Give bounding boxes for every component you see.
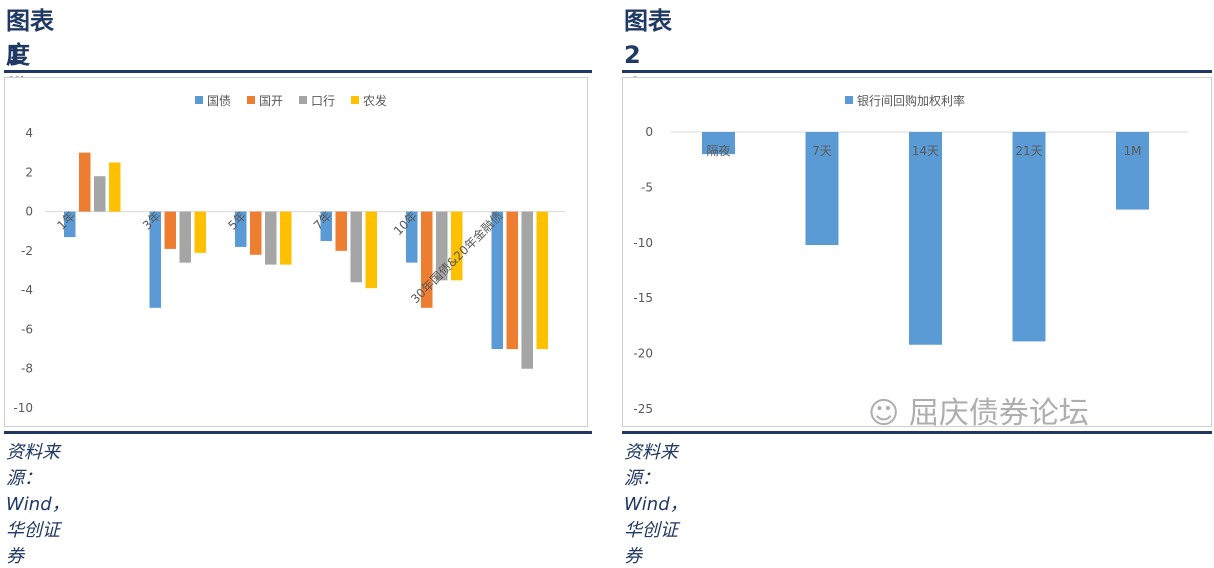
y-tick-label: -20 (633, 347, 653, 361)
legend-swatch (351, 96, 359, 104)
bar (491, 211, 503, 350)
bar (265, 211, 277, 265)
legend-label: 银行间回购加权利率 (857, 93, 965, 108)
left-chart-box: 国债 国开 口行 农发 4 2 0 -2 -4 -6 -8 -10 1年 3年 5年 7年 10年 30年国债&2… (4, 77, 588, 427)
bar (805, 132, 839, 246)
bar (64, 211, 76, 238)
bar (536, 211, 548, 350)
legend-label: 国开 (259, 94, 283, 108)
bar (702, 132, 735, 155)
y-tick-label: 0 (645, 125, 653, 139)
bar (149, 211, 161, 308)
bar (94, 176, 106, 212)
bar (235, 211, 247, 247)
y-tick-label: -10 (13, 401, 33, 415)
bar (1116, 132, 1149, 210)
bar (1012, 132, 1046, 342)
bar (320, 211, 332, 242)
category-label: 14天 (912, 144, 939, 158)
bar (194, 211, 206, 253)
bar (506, 211, 518, 350)
category-label: 21天 (1015, 144, 1042, 158)
watermark: ☺ 屈庆债券论坛 (868, 388, 1089, 432)
right-title-rule (622, 70, 1212, 73)
bar (335, 211, 347, 251)
legend-label: 国债 (207, 94, 231, 108)
y-tick-label: 0 (25, 205, 33, 219)
category-label: 7天 (812, 144, 832, 158)
bar (365, 211, 377, 289)
left-source: 资料来源：Wind，华创证券 (6, 442, 70, 567)
y-tick-label: -5 (641, 180, 653, 194)
bar (909, 132, 942, 345)
legend-label: 口行 (311, 94, 335, 108)
wechat-icon: ☺ (868, 396, 900, 431)
bar (109, 162, 121, 212)
category-label: 1M (1124, 144, 1142, 158)
watermark-text: 屈庆债券论坛 (908, 396, 1089, 431)
bar (521, 211, 533, 369)
left-source-rule (4, 431, 592, 434)
y-tick-label: -15 (633, 291, 653, 305)
right-chart-box: 银行间回购加权利率 0 -5 -10 -15 -20 -25 隔夜 7天 14天 21天 1M (622, 77, 1212, 427)
bar (406, 211, 418, 263)
right-source: 资料来源：Wind，华创证券 (624, 442, 688, 567)
legend-swatch (247, 96, 255, 104)
y-tick-label: -2 (21, 244, 33, 258)
bar (164, 211, 176, 249)
right-source-rule (622, 431, 1212, 434)
y-tick-label: -10 (633, 236, 653, 250)
category-label: 隔夜 (706, 143, 730, 158)
legend-swatch (195, 96, 203, 104)
bar (436, 211, 448, 281)
legend-swatch (845, 96, 853, 104)
bar (451, 211, 463, 281)
right-chart: 银行间回购加权利率 0 -5 -10 -15 -20 -25 隔夜 7天 14天 21天 1M (633, 93, 1188, 416)
bar (280, 211, 292, 265)
y-tick-label: 4 (25, 126, 33, 140)
bar (179, 211, 191, 263)
bar (421, 211, 433, 308)
bar (79, 152, 91, 212)
y-tick-label: -25 (633, 402, 653, 416)
bar (350, 211, 362, 283)
y-tick-label: -8 (21, 362, 33, 376)
bar (250, 211, 262, 255)
y-tick-label: 2 (25, 165, 33, 179)
legend-swatch (299, 96, 307, 104)
left-title-rule (4, 70, 592, 73)
legend-label: 农发 (363, 93, 387, 108)
y-tick-label: -6 (21, 322, 33, 336)
y-tick-label: -4 (21, 283, 33, 297)
